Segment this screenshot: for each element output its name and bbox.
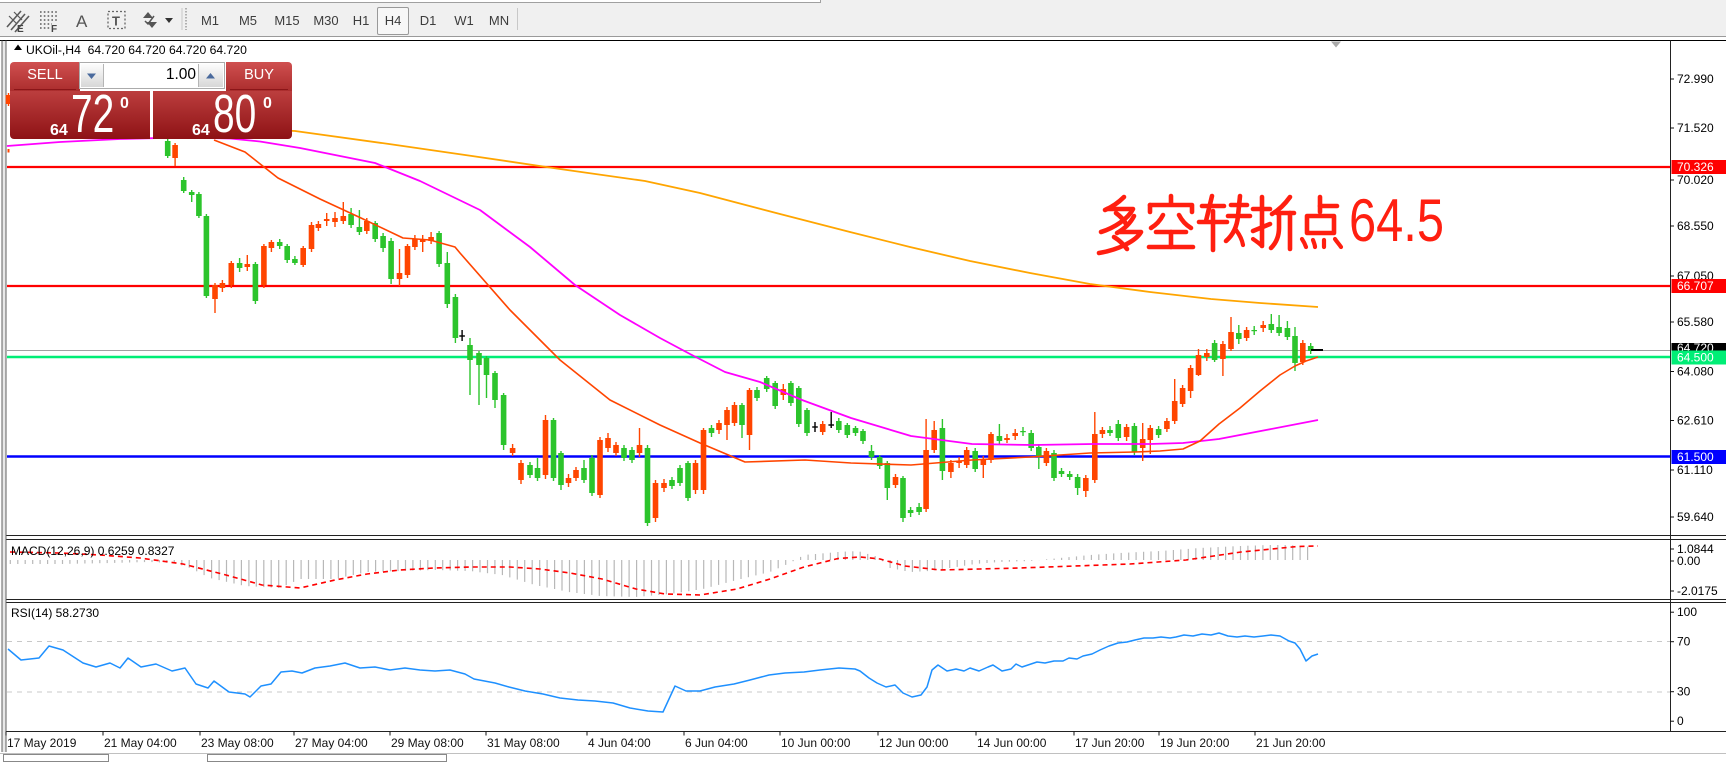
svg-text:62.610: 62.610 (1677, 414, 1714, 428)
svg-text:72.990: 72.990 (1677, 72, 1714, 86)
svg-text:30: 30 (1677, 685, 1691, 699)
svg-text:17 Jun 20:00: 17 Jun 20:00 (1075, 736, 1145, 750)
svg-text:21 May 04:00: 21 May 04:00 (104, 736, 177, 750)
svg-text:0.00: 0.00 (1677, 554, 1701, 568)
svg-text:65.580: 65.580 (1677, 315, 1714, 329)
svg-text:64.500: 64.500 (1677, 351, 1714, 365)
svg-text:29 May 08:00: 29 May 08:00 (391, 736, 464, 750)
svg-text:61.500: 61.500 (1677, 450, 1714, 464)
svg-text:UKOil-,H4 64.720 64.720 64.72: UKOil-,H4 64.720 64.720 64.720 64.720 (26, 43, 247, 57)
svg-text:6 Jun 04:00: 6 Jun 04:00 (685, 736, 748, 750)
svg-text:10 Jun 00:00: 10 Jun 00:00 (781, 736, 851, 750)
svg-text:RSI(14) 58.2730: RSI(14) 58.2730 (11, 606, 99, 620)
svg-text:31 May 08:00: 31 May 08:00 (487, 736, 560, 750)
svg-text:70: 70 (1677, 635, 1691, 649)
svg-text:64.5: 64.5 (1349, 187, 1444, 254)
svg-text:19 Jun 20:00: 19 Jun 20:00 (1160, 736, 1230, 750)
svg-text:70.326: 70.326 (1677, 160, 1714, 174)
svg-text:-2.0175: -2.0175 (1677, 584, 1718, 598)
svg-text:12 Jun 00:00: 12 Jun 00:00 (879, 736, 949, 750)
svg-text:71.520: 71.520 (1677, 121, 1714, 135)
svg-text:100: 100 (1677, 605, 1697, 619)
svg-text:61.110: 61.110 (1677, 463, 1713, 477)
svg-text:23 May 08:00: 23 May 08:00 (201, 736, 274, 750)
svg-text:21 Jun 20:00: 21 Jun 20:00 (1256, 736, 1326, 750)
svg-text:17 May 2019: 17 May 2019 (7, 736, 77, 750)
svg-text:MACD(12,26,9) 0.6259 0.8327: MACD(12,26,9) 0.6259 0.8327 (11, 544, 175, 558)
svg-text:68.550: 68.550 (1677, 219, 1714, 233)
svg-text:70.020: 70.020 (1677, 173, 1714, 187)
svg-text:64.080: 64.080 (1677, 365, 1714, 379)
svg-text:14 Jun 00:00: 14 Jun 00:00 (977, 736, 1047, 750)
svg-text:0: 0 (1677, 714, 1684, 728)
svg-text:4 Jun 04:00: 4 Jun 04:00 (588, 736, 651, 750)
svg-text:27 May 04:00: 27 May 04:00 (295, 736, 368, 750)
svg-text:66.707: 66.707 (1677, 279, 1714, 293)
svg-text:59.640: 59.640 (1677, 510, 1714, 524)
